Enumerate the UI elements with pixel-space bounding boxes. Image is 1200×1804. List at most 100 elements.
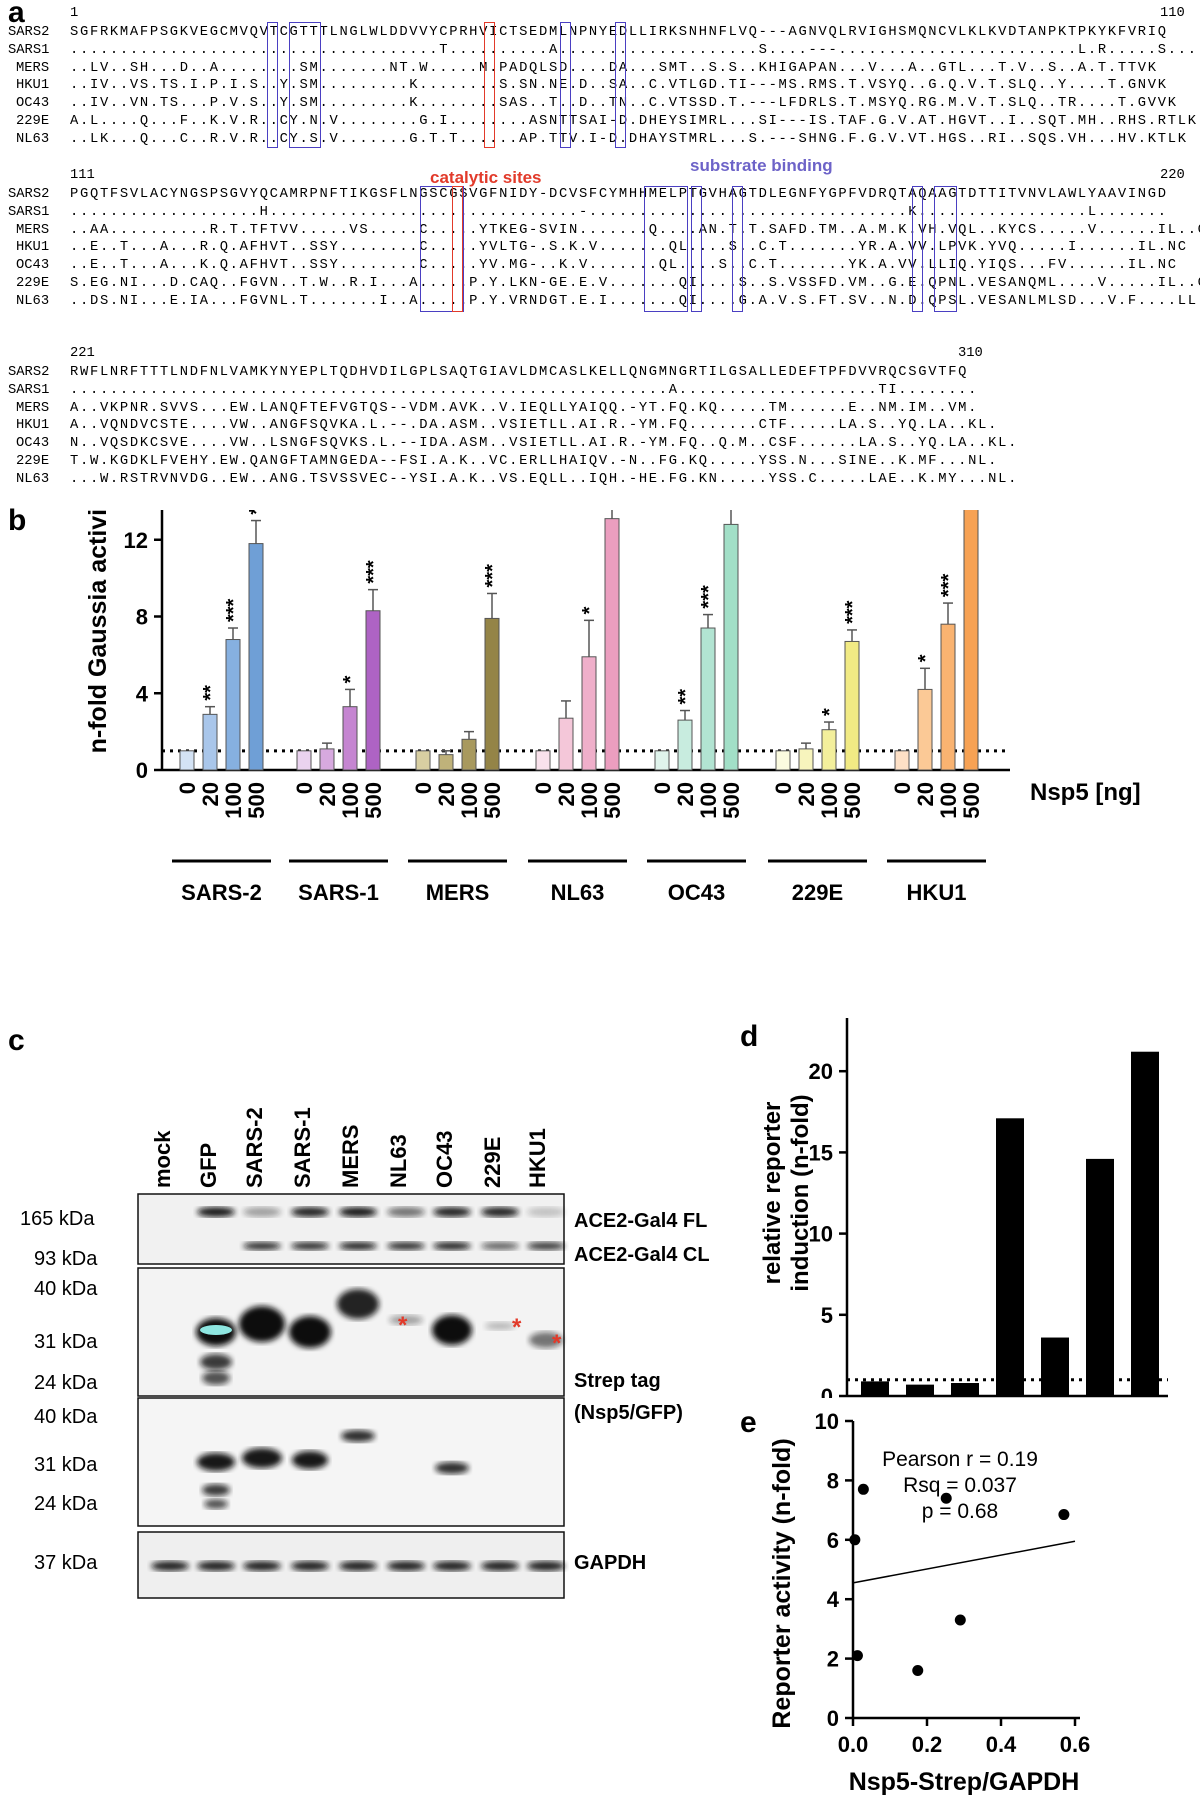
band-ace2-cl xyxy=(481,1242,519,1250)
alignment-row-name: SARS1 xyxy=(8,42,50,58)
band-ace2-fl xyxy=(339,1207,377,1217)
bar xyxy=(461,738,477,771)
panel-a-letter: a xyxy=(8,0,25,29)
x-axis-label: Nsp5-Strep/GAPDH xyxy=(849,1768,1080,1796)
blot-bands xyxy=(151,1207,565,1571)
y-tick-label: 10 xyxy=(815,1409,839,1434)
y-axis-label: Reporter activity (n-fold) xyxy=(768,1438,796,1728)
significance-label: * xyxy=(915,654,937,662)
band-strep-short xyxy=(197,1453,235,1471)
marker-40a: 40 kDa xyxy=(34,1278,98,1300)
bar xyxy=(723,523,739,771)
band-saturation xyxy=(200,1325,232,1335)
significance-label: *** xyxy=(698,585,720,609)
block3-end: 310 xyxy=(958,346,983,361)
y-tick-label: 8 xyxy=(136,605,148,630)
alignment-row-sequence: ..DS.NI...E.IA...FGVNL.T.......I..A.....… xyxy=(70,293,1200,309)
bar xyxy=(1131,1051,1159,1396)
bar xyxy=(225,639,241,771)
y-axis-label: n-fold Gaussia activity xyxy=(84,510,112,753)
y-axis-label-2: induction (n-fold) xyxy=(787,1094,814,1291)
band-strep-long xyxy=(239,1306,285,1342)
x-tick-label: 0.0 xyxy=(838,1732,869,1757)
band-strep-short xyxy=(292,1451,328,1469)
y-tick-label: 6 xyxy=(827,1528,839,1553)
bar xyxy=(535,750,551,771)
alignment-row-name: OC43 xyxy=(16,258,50,274)
band-gfp-lower xyxy=(202,1371,230,1385)
band-gapdh xyxy=(197,1561,235,1571)
alignment-panel: a 1 110 SARS2 SGFRKMAFPSGKVEGCMVQVTCGTTTL… xyxy=(0,0,1200,520)
bar xyxy=(700,627,716,771)
alignment-row-name: SARS1 xyxy=(8,204,50,220)
dose-label: 100 xyxy=(577,782,602,819)
substrate-box xyxy=(560,22,571,148)
panel-d-letter: d xyxy=(740,1020,759,1053)
label-nsp5-gfp: (Nsp5/GFP) xyxy=(574,1402,683,1424)
band-strep-short xyxy=(242,1448,282,1468)
alignment-row-sequence: PGQTFSVLACYNGSPSGVYQCAMRPNFTIKGSFLNGSCGS… xyxy=(70,187,1168,202)
y-tick-label: 10 xyxy=(809,1222,833,1247)
alignment-row-sequence: A..VQNDVCSTE....VW..ANGFSQVKA.L.--.DA.AS… xyxy=(70,418,999,434)
229e-asterisk: * xyxy=(512,1314,522,1341)
hku1-asterisk: * xyxy=(552,1330,562,1357)
blot-membrane-ace2 xyxy=(137,1193,565,1265)
dose-label: 100 xyxy=(696,782,721,819)
bar xyxy=(894,750,910,771)
band-gapdh xyxy=(433,1561,471,1571)
alignment-row-sequence: T.W.KGDKLFVEHY.EW.QANGFTAMNGEDA--FSI.A.K… xyxy=(70,454,999,469)
dose-label: 0 xyxy=(292,782,317,794)
stats-p: p = 0.68 xyxy=(922,1500,998,1523)
band-ace2-cl xyxy=(291,1242,329,1250)
significance-label: *** xyxy=(223,598,245,622)
label-ace2-cl: ACE2-Gal4 CL xyxy=(574,1244,710,1266)
alignment-row-sequence: N..VQSDKCSVE....VW..LSNGFSQVKS.L.--IDA.A… xyxy=(70,436,1019,452)
panel-e-chart: 0 2 4 6 8 10 0.0 0.2 0.4 0.6 Nsp5-Strep/GAPDH Repor… xyxy=(768,1409,1090,1796)
band-gapdh xyxy=(481,1561,519,1571)
dose-label: 100 xyxy=(457,782,482,819)
significance-label: *** xyxy=(482,564,504,588)
band-gapdh xyxy=(339,1561,377,1571)
y-tick-label: 2 xyxy=(827,1647,839,1672)
substrate-box xyxy=(732,186,743,312)
bar xyxy=(917,688,933,771)
band-strep-long xyxy=(529,1332,563,1348)
band-strep-long xyxy=(289,1316,331,1348)
alignment-row-sequence: ........................................… xyxy=(70,382,979,398)
alignment-row-name: NL63 xyxy=(16,293,50,309)
dose-label: 0 xyxy=(411,782,436,794)
dose-label: 500 xyxy=(361,782,386,819)
significance-label: ** xyxy=(675,689,697,705)
alignment-row-sequence: ..LV..SH...D..A........SM.......NT.W....… xyxy=(70,60,1158,76)
bar xyxy=(484,617,500,771)
dose-label: 20 xyxy=(554,782,579,806)
band-ace2-cl xyxy=(387,1242,425,1250)
block1-end: 110 xyxy=(1160,6,1185,21)
panel-b-letter: b xyxy=(8,504,27,537)
fit-line xyxy=(852,1540,1076,1584)
data-point xyxy=(912,1664,924,1676)
dose-label: 100 xyxy=(936,782,961,819)
bar xyxy=(844,640,860,771)
group-label: MERS xyxy=(426,880,490,905)
alignment-row-name: HKU1 xyxy=(16,240,50,256)
block3-start: 221 xyxy=(70,346,95,361)
alignment-row-sequence: ..IV..VN.TS...P.V.S..Y.SM.........K.....… xyxy=(70,96,1178,112)
bar xyxy=(248,543,264,771)
block2-start: 111 xyxy=(70,168,95,183)
group-label: HKU1 xyxy=(907,880,967,905)
catalytic-box xyxy=(484,22,495,148)
data-point xyxy=(849,1534,861,1546)
alignment-row-name: NL63 xyxy=(16,131,50,147)
dose-label: 0 xyxy=(771,782,796,794)
alignment-row-name: 229E xyxy=(16,454,50,469)
alignment-row-sequence: ...W.RSTRVNVDG..EW..ANG.TSVSSVEC--YSI.A.… xyxy=(70,471,1019,487)
band-ace2-cl xyxy=(433,1242,471,1250)
substrate-box xyxy=(912,186,923,312)
significance-label: ** xyxy=(200,685,222,701)
y-tick-label: 4 xyxy=(136,681,149,706)
band-ace2-cl xyxy=(243,1242,281,1250)
dose-label: 500 xyxy=(719,782,744,819)
lane-label: mock xyxy=(150,1130,175,1188)
alignment-row-name: MERS xyxy=(16,400,50,416)
